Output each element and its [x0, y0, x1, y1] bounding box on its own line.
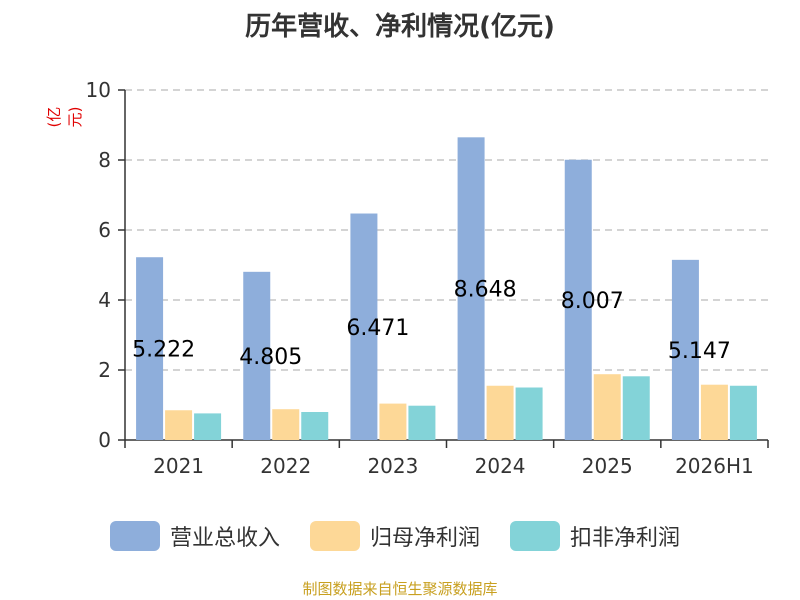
x-category-label: 2022	[260, 454, 311, 478]
source-note: 制图数据来自恒生聚源数据库	[302, 580, 498, 598]
chart-title: 历年营收、净利情况(亿元)	[245, 12, 555, 42]
bar-revenue	[564, 159, 592, 440]
bar-revenue	[671, 259, 699, 440]
bar-deducted-net-profit	[408, 405, 436, 440]
legend-item-revenue[interactable]: 营业总收入	[110, 518, 280, 554]
x-category-label: 2024	[475, 454, 526, 478]
legend-swatch-revenue	[110, 521, 160, 551]
bar-revenue	[350, 213, 378, 440]
legend-swatch-deducted-net-profit	[510, 521, 560, 551]
bar-parent-net-profit	[165, 410, 193, 440]
x-category-label: 2021	[153, 454, 204, 478]
legend: 营业总收入 归母净利润 扣非净利润	[0, 518, 800, 554]
data-label-revenue: 4.805	[239, 345, 302, 370]
x-category-label: 2023	[367, 454, 418, 478]
bar-parent-net-profit	[593, 374, 621, 440]
data-label-revenue: 6.471	[346, 316, 409, 341]
bar-parent-net-profit	[700, 384, 728, 440]
x-category-label: 2025	[582, 454, 633, 478]
bar-deducted-net-profit	[515, 387, 543, 440]
y-tick-label: 6	[98, 218, 111, 242]
data-label-revenue: 8.007	[561, 289, 624, 314]
legend-item-parent-net-profit[interactable]: 归母净利润	[310, 518, 480, 554]
y-tick-label: 8	[98, 148, 111, 172]
bar-revenue	[243, 271, 271, 440]
data-label-revenue: 8.648	[454, 278, 517, 303]
y-tick-label: 10	[86, 78, 111, 102]
y-tick-label: 2	[98, 358, 111, 382]
legend-item-deducted-net-profit[interactable]: 扣非净利润	[510, 518, 680, 554]
legend-swatch-parent-net-profit	[310, 521, 360, 551]
bar-revenue	[136, 257, 164, 440]
bar-parent-net-profit	[486, 385, 514, 440]
bar-deducted-net-profit	[301, 412, 329, 440]
x-category-label: 2026H1	[675, 454, 754, 478]
y-tick-label: 0	[98, 428, 111, 452]
bar-deducted-net-profit	[194, 413, 222, 440]
bar-deducted-net-profit	[622, 376, 650, 440]
data-label-revenue: 5.222	[132, 338, 195, 363]
data-label-revenue: 5.147	[668, 339, 731, 364]
legend-label-deducted-net-profit: 扣非净利润	[570, 526, 681, 551]
bar-parent-net-profit	[379, 403, 407, 440]
legend-label-parent-net-profit: 归母净利润	[370, 526, 481, 551]
y-tick-label: 4	[98, 288, 111, 312]
bar-parent-net-profit	[272, 409, 300, 440]
bar-deducted-net-profit	[729, 385, 757, 440]
bar-revenue	[457, 137, 485, 440]
legend-label-revenue: 营业总收入	[170, 526, 281, 551]
